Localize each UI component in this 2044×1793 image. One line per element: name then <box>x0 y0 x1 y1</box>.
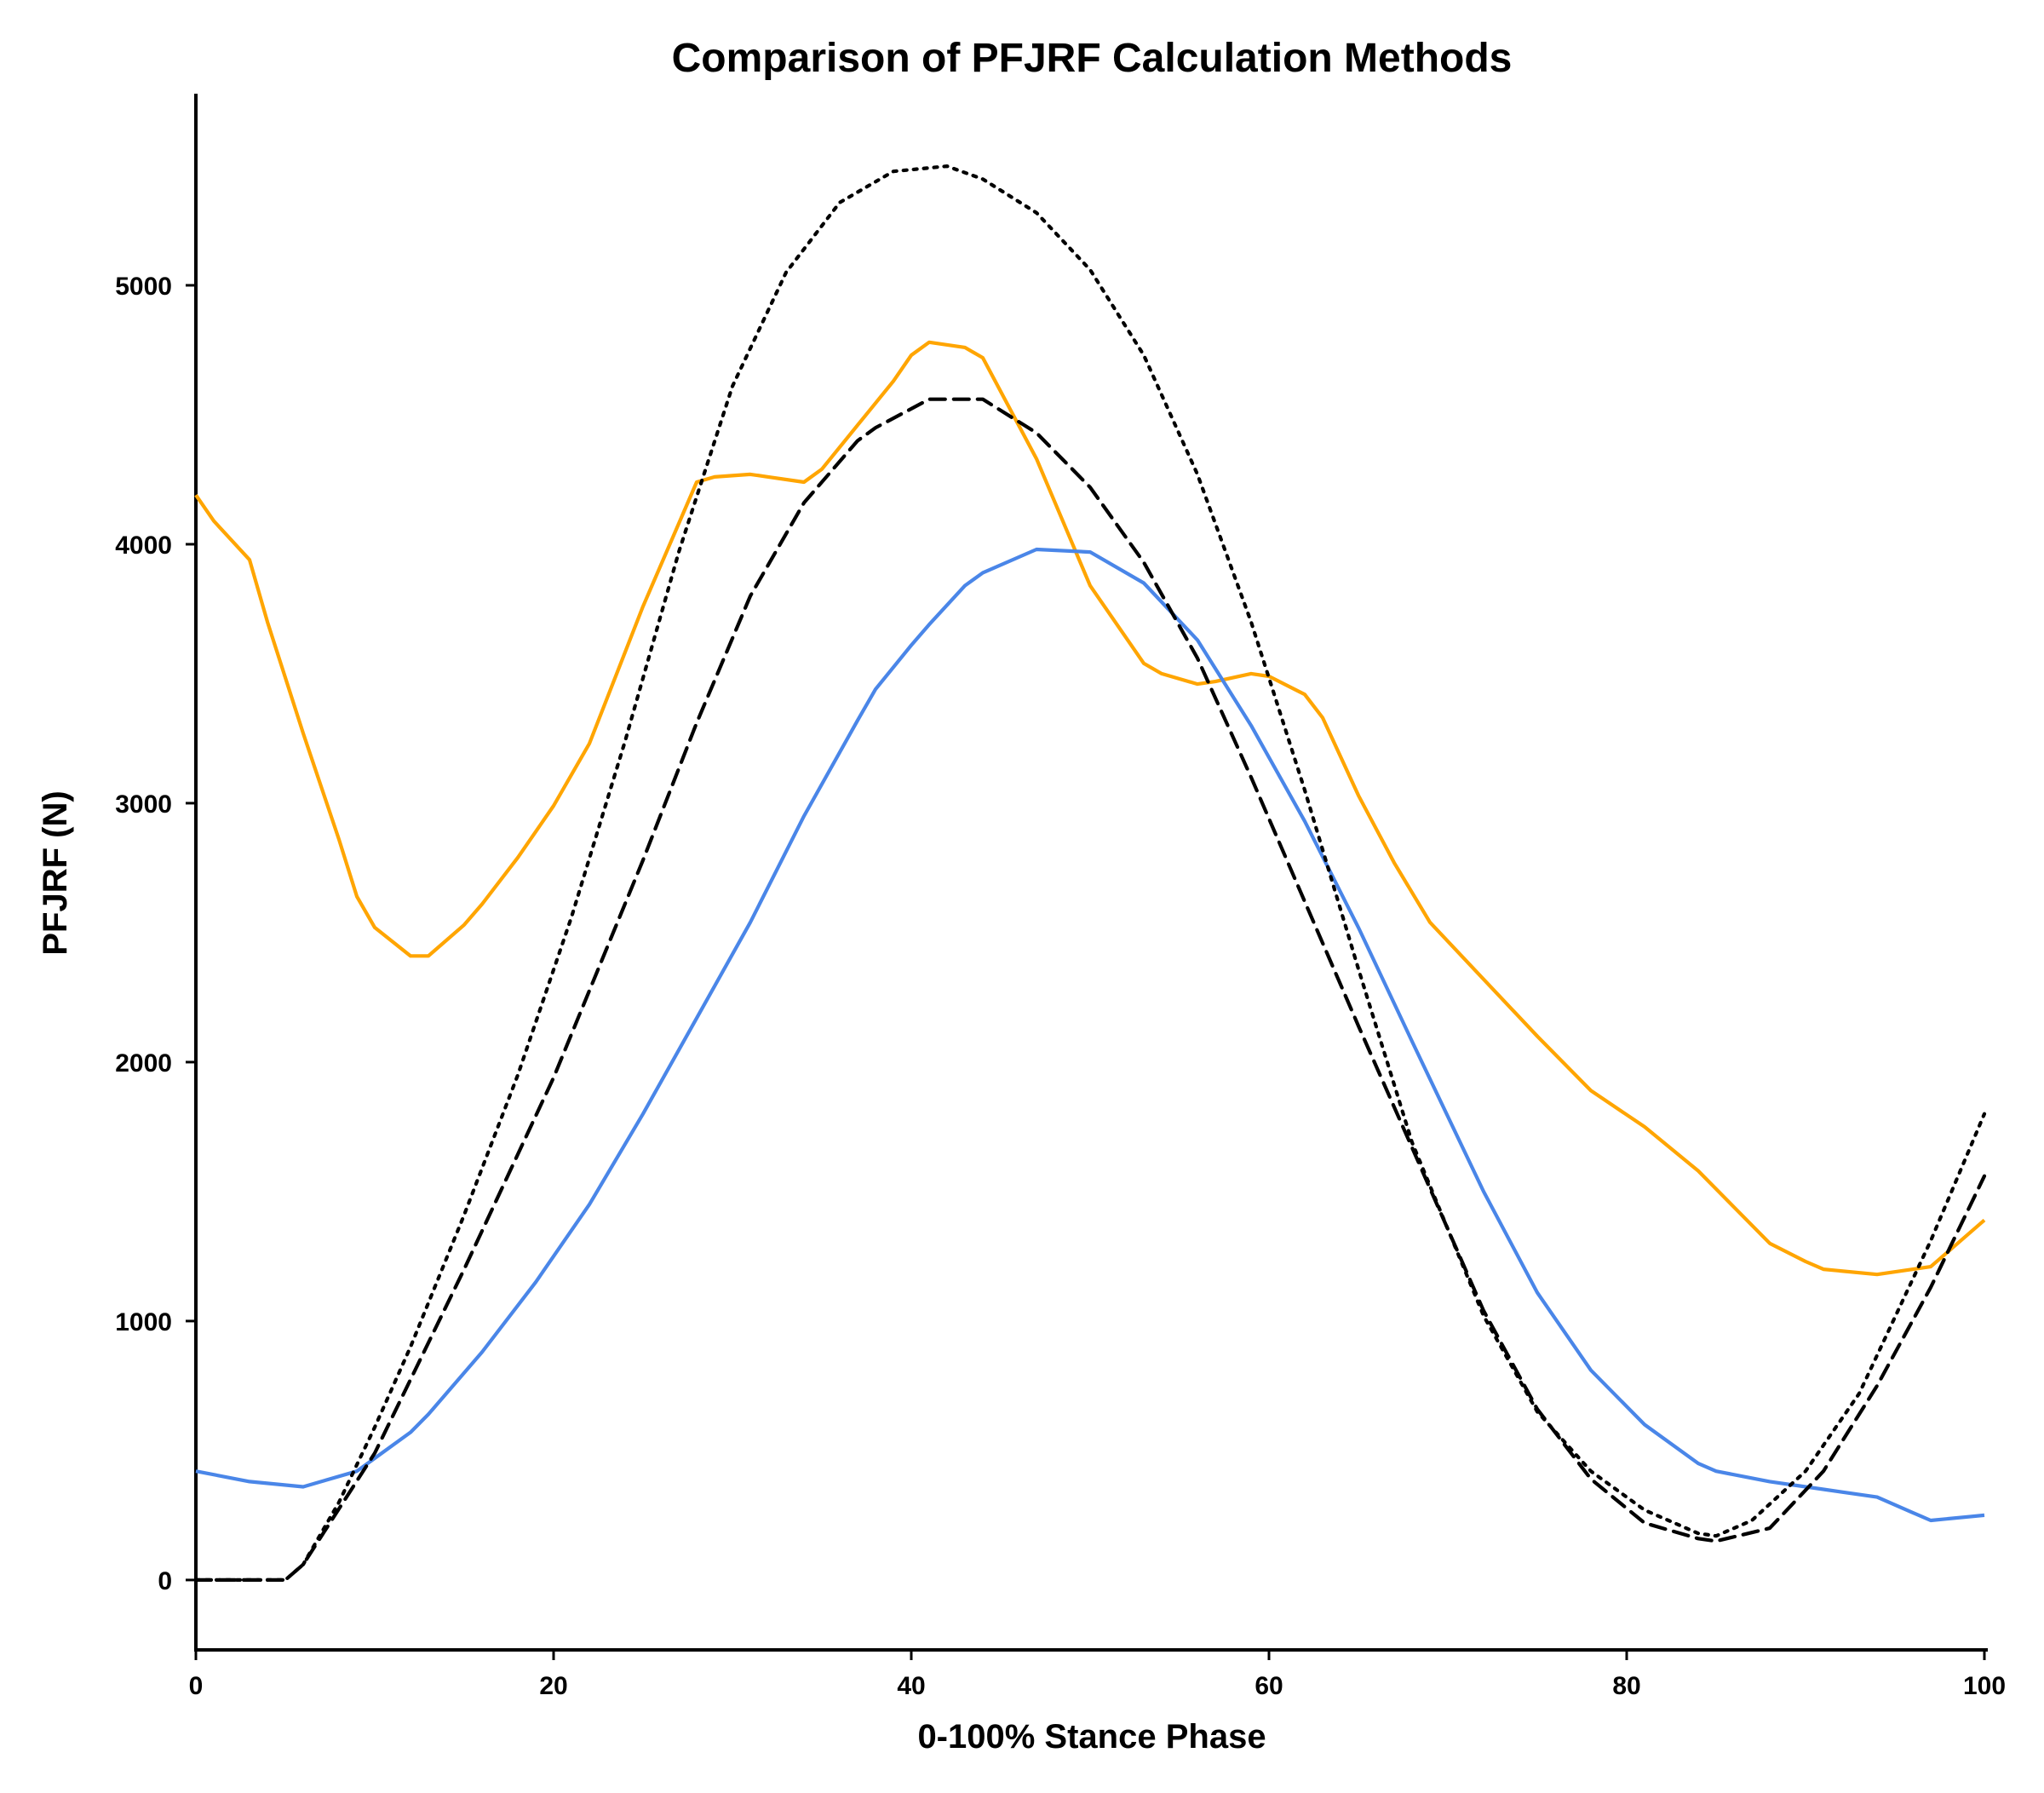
y-axis-label: PFJRF (N) <box>37 790 74 955</box>
x-tick-label: 80 <box>1612 1672 1640 1700</box>
series-line-4 <box>193 164 1987 1583</box>
series-line-2 <box>195 547 1985 1523</box>
x-axis-label: 0-100% Stance Phase <box>917 1718 1266 1756</box>
y-tick-label: 2000 <box>115 1049 172 1078</box>
chart-title: Comparison of PFJRF Calculation Methods <box>672 36 1513 81</box>
x-tick-label: 60 <box>1255 1672 1283 1700</box>
x-ticks: 0 20 40 60 80 100 <box>189 1650 2006 1700</box>
series-line-1 <box>194 340 1986 1277</box>
y-tick-label: 0 <box>158 1567 172 1595</box>
series-line-3 <box>193 397 1987 1583</box>
x-tick-label: 40 <box>897 1672 925 1700</box>
y-tick-label: 1000 <box>115 1308 172 1336</box>
y-tick-label: 5000 <box>115 273 172 301</box>
y-tick-label: 4000 <box>115 532 172 560</box>
axes <box>194 94 1988 1652</box>
series-layer <box>193 164 1987 1583</box>
y-tick-label: 3000 <box>115 790 172 819</box>
x-tick-label: 100 <box>1963 1672 2006 1700</box>
x-tick-label: 20 <box>539 1672 567 1700</box>
x-tick-label: 0 <box>189 1672 204 1700</box>
y-ticks: 0 1000 2000 3000 4000 5000 <box>115 273 196 1595</box>
